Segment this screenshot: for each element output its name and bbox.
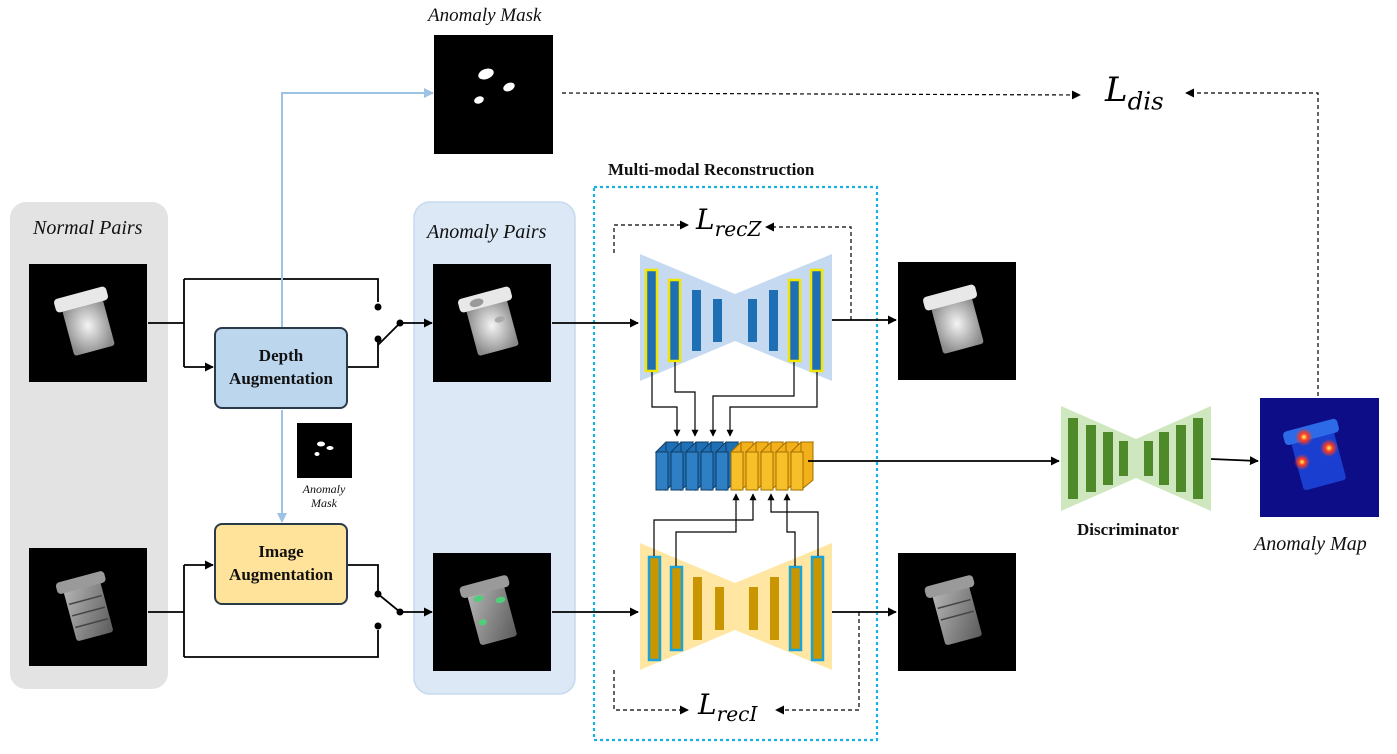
small-anomaly-mask-image: [297, 423, 352, 478]
loss-dis: Ldis: [1105, 70, 1164, 116]
anomaly-depth-image: [433, 264, 551, 382]
anomaly-map-label: Anomaly Map: [1254, 533, 1367, 555]
loss-reci: LrecI: [698, 688, 757, 726]
anomaly-mask-image: [434, 35, 553, 154]
loss-reci-sub: recI: [716, 702, 758, 727]
depth-path-lines: [148, 278, 897, 372]
image-autoencoder: [640, 543, 832, 670]
depth-autoencoder: [640, 254, 832, 381]
anomaly-pairs-label: Anomaly Pairs: [427, 221, 547, 243]
image-augmentation-box: Image Augmentation: [214, 523, 348, 605]
loss-arrows: [561, 88, 1319, 715]
discriminator-label: Discriminator: [1077, 520, 1179, 539]
loss-dis-sub: dis: [1127, 86, 1164, 116]
anomaly-rgb-image: [433, 553, 551, 671]
mask-flow-arrows: [277, 88, 434, 523]
depth-aug-line2: Augmentation: [229, 369, 333, 388]
loss-recz-base: L: [696, 203, 715, 236]
image-aug-line2: Augmentation: [229, 565, 333, 584]
loss-recz-sub: recZ: [714, 217, 762, 242]
loss-dis-base: L: [1105, 70, 1128, 110]
multimodal-frame: [592, 185, 879, 742]
small-mask-label: Anomaly Mask: [294, 482, 354, 511]
discriminator-network: [1061, 406, 1211, 511]
depth-aug-line1: Depth: [258, 346, 304, 366]
skip-connections: [651, 362, 819, 566]
reconstructed-depth-image: [898, 262, 1016, 380]
normal-depth-image: [29, 264, 147, 382]
loss-reci-base: L: [698, 688, 717, 721]
small-mask-line2: Mask: [311, 496, 337, 511]
image-path-lines: [148, 560, 897, 658]
loss-recz: LrecZ: [696, 203, 761, 241]
image-aug-line1: Image: [258, 542, 304, 562]
normal-rgb-image: [29, 548, 147, 666]
multimodal-title: Multi-modal Reconstruction: [608, 160, 815, 179]
depth-augmentation-box: Depth Augmentation: [214, 327, 348, 409]
discriminator-path: [808, 456, 1259, 466]
feature-stack: [654, 441, 815, 492]
anomaly-map-image: [1260, 398, 1379, 517]
anomaly-mask-label: Anomaly Mask: [428, 5, 542, 26]
normal-pairs-label: Normal Pairs: [33, 217, 143, 239]
small-mask-line1: Anomaly: [302, 482, 346, 496]
reconstructed-rgb-image: [898, 553, 1016, 671]
